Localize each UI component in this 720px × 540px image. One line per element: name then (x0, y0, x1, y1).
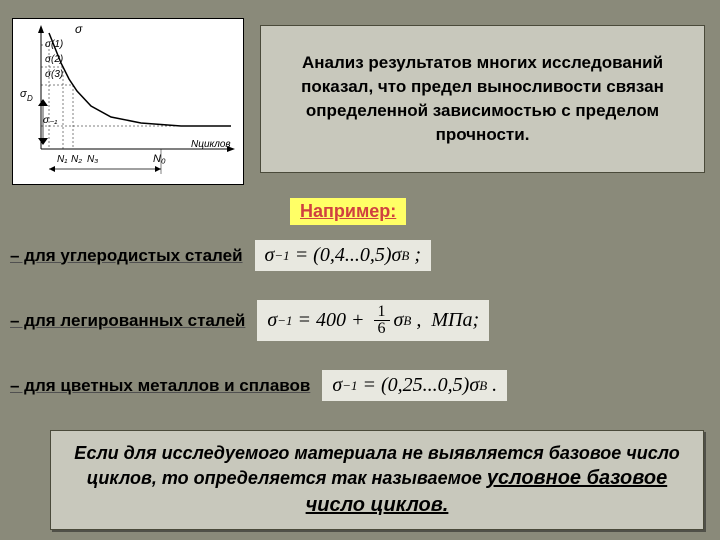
conclusion-box: Если для исследуемого материала не выявл… (50, 430, 704, 530)
svg-text:D: D (27, 94, 33, 103)
n1-label: N₁ (57, 154, 67, 165)
frac-den: 6 (374, 321, 390, 337)
frac-num: 1 (374, 304, 390, 321)
sigma-d-label: σ (20, 88, 27, 100)
n0-label: N₀ (153, 153, 166, 165)
intro-text-box: Анализ результатов многих исследований п… (260, 25, 705, 173)
formula-carbon: σ−1 = (0,4...0,5)σB ; (255, 240, 431, 271)
y-axis-label: σ (75, 22, 83, 36)
intro-text: Анализ результатов многих исследований п… (269, 51, 696, 146)
sigma-3-label: σ(3) (45, 69, 63, 80)
row-label-nonferrous: – для цветных металлов и сплавов (10, 376, 310, 396)
x-axis-label: Nциклов (191, 139, 231, 150)
chart-svg: σ σ(1) σ(2) σ(3) σ₋₁ σ D N₁ N₂ N₃ N₀ Nци… (13, 19, 243, 184)
sigma-1-label: σ(1) (45, 39, 63, 50)
fatigue-curve-chart: σ σ(1) σ(2) σ(3) σ₋₁ σ D N₁ N₂ N₃ N₀ Nци… (12, 18, 244, 185)
row-nonferrous: – для цветных металлов и сплавов σ−1 = (… (10, 370, 710, 401)
formula-alloy: σ−1 = 400 + 16σB , МПа; (257, 300, 489, 341)
formula-nonferrous: σ−1 = (0,25...0,5)σB . (322, 370, 507, 401)
row-label-alloy: – для легированных сталей (10, 311, 245, 331)
row-alloy-steel: – для легированных сталей σ−1 = 400 + 16… (10, 300, 710, 341)
sigma-2-label: σ(2) (45, 54, 63, 65)
sigma-minus1-label: σ₋₁ (43, 115, 57, 126)
example-label: Например: (290, 198, 406, 225)
row-carbon-steel: – для углеродистых сталей σ−1 = (0,4...0… (10, 240, 710, 271)
n3-label: N₃ (87, 154, 98, 165)
row-label-carbon: – для углеродистых сталей (10, 246, 243, 266)
n2-label: N₂ (71, 154, 82, 165)
